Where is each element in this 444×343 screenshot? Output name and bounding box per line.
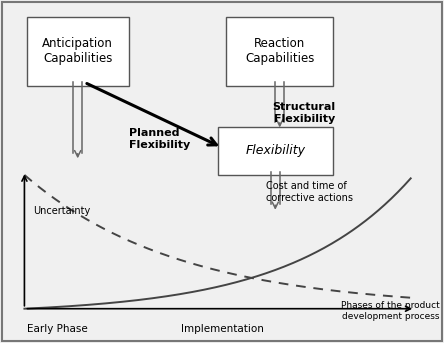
Text: Flexibility: Flexibility — [245, 144, 305, 157]
FancyBboxPatch shape — [226, 17, 333, 86]
Text: Phases of the product
development process: Phases of the product development proces… — [341, 301, 440, 321]
Text: Anticipation
Capabilities: Anticipation Capabilities — [42, 37, 113, 66]
FancyBboxPatch shape — [27, 17, 129, 86]
Text: Reaction
Capabilities: Reaction Capabilities — [245, 37, 314, 66]
Text: Uncertainty: Uncertainty — [33, 206, 91, 216]
Text: Implementation: Implementation — [181, 324, 263, 334]
Text: Cost and time of
corrective actions: Cost and time of corrective actions — [266, 181, 353, 203]
Text: Structural
Flexibility: Structural Flexibility — [273, 103, 336, 124]
Text: Early Phase: Early Phase — [28, 324, 88, 334]
FancyBboxPatch shape — [218, 127, 333, 175]
Text: Planned
Flexibility: Planned Flexibility — [129, 128, 190, 150]
